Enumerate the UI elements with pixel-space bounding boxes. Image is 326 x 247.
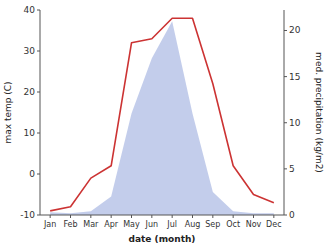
x-tick-label: Mar — [83, 220, 99, 229]
y-tick-label: 10 — [24, 128, 36, 138]
precip-area — [50, 21, 274, 215]
y-tick — [37, 92, 40, 93]
x-tick-label: Jul — [166, 220, 177, 229]
x-tick — [70, 215, 71, 218]
x-tick-label: Sep — [205, 220, 220, 229]
x-tick-label: Jan — [43, 220, 56, 229]
x-tick — [111, 215, 112, 218]
x-tick-label: Nov — [246, 220, 262, 229]
x-tick-label: Aug — [185, 220, 201, 229]
y2-tick-label: 20 — [289, 25, 301, 35]
y2-axis-line — [284, 10, 285, 215]
y-tick-label: 40 — [24, 5, 36, 15]
y-axis-label: max temp (C) — [3, 81, 13, 143]
y2-tick-label: 15 — [289, 72, 300, 82]
y2-tick — [284, 30, 287, 31]
x-tick — [233, 215, 234, 218]
y2-tick — [284, 76, 287, 77]
x-tick — [192, 215, 193, 218]
temp-line — [50, 18, 274, 211]
x-tick-label: May — [123, 220, 140, 229]
y2-tick-label: 10 — [289, 118, 301, 128]
x-tick-label: Dec — [266, 220, 281, 229]
x-tick — [172, 215, 173, 218]
x-axis-line — [40, 215, 284, 216]
x-tick — [131, 215, 132, 218]
x-tick — [212, 215, 213, 218]
y2-tick — [284, 215, 287, 216]
x-tick-label: Oct — [226, 220, 240, 229]
y-tick — [37, 10, 40, 11]
y2-axis-label: med. precipitation (kg/m2) — [314, 52, 324, 173]
chart: -10 0 10 20 30 40 0 5 10 15 20 Jan Feb Mar Apr May Jun Ju… — [0, 0, 326, 247]
y-tick — [37, 133, 40, 134]
y-axis-line — [40, 10, 41, 215]
x-tick-label: Feb — [63, 220, 77, 229]
x-tick — [273, 215, 274, 218]
y-tick — [37, 174, 40, 175]
plot-area — [50, 18, 274, 215]
y2-tick — [284, 168, 287, 169]
x-axis-label: date (month) — [129, 234, 196, 244]
x-tick-label: Jun — [145, 220, 159, 229]
y2-tick — [284, 122, 287, 123]
x-tick — [253, 215, 254, 218]
y-tick — [37, 51, 40, 52]
x-tick — [90, 215, 91, 218]
x-tick-label: Apr — [104, 220, 119, 229]
y2-tick-label: 0 — [289, 210, 295, 220]
chart-container: -10 0 10 20 30 40 0 5 10 15 20 Jan Feb Mar Apr May Jun Ju… — [0, 0, 326, 247]
y-tick-label: 30 — [24, 46, 36, 56]
y2-tick-label: 5 — [289, 164, 295, 174]
y-tick-label: 0 — [29, 169, 35, 179]
y-tick-label: -10 — [20, 210, 35, 220]
x-tick — [151, 215, 152, 218]
x-tick — [50, 215, 51, 218]
y-tick — [37, 215, 40, 216]
y-tick-label: 20 — [24, 87, 36, 97]
